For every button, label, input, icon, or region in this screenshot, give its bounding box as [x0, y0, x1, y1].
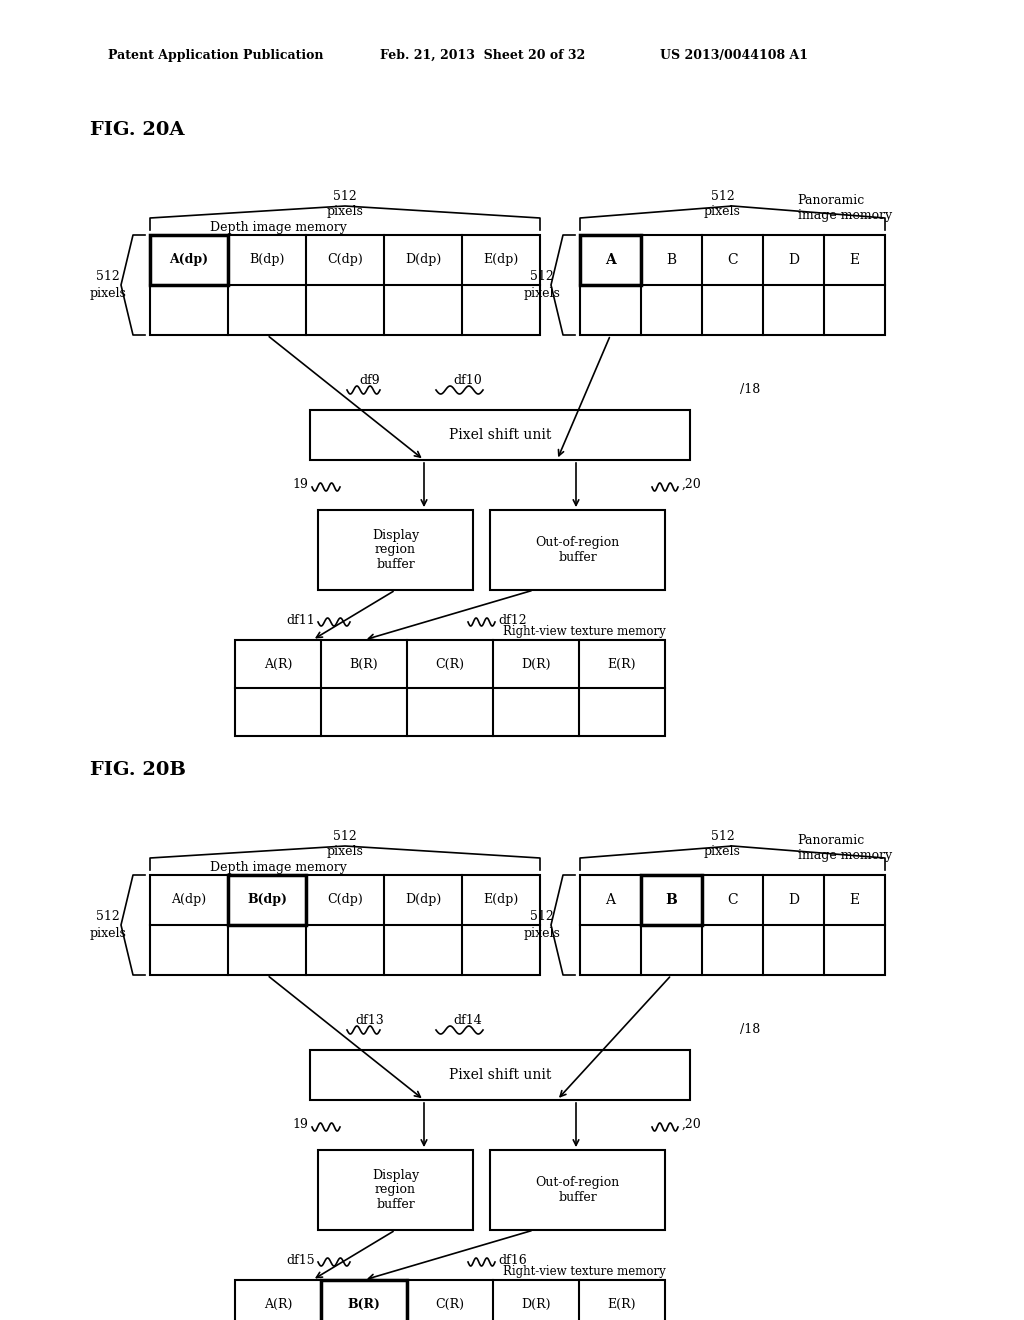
Text: Depth image memory: Depth image memory — [210, 861, 347, 874]
Text: pixels: pixels — [705, 205, 741, 218]
Text: df9: df9 — [359, 374, 380, 387]
Text: ,20: ,20 — [682, 1118, 701, 1130]
Text: 512: 512 — [333, 190, 357, 203]
Bar — [228, 875, 306, 925]
Text: Display
region
buffer: Display region buffer — [372, 1168, 419, 1212]
Text: 512: 512 — [711, 190, 734, 203]
Text: FIG. 20B: FIG. 20B — [90, 762, 186, 779]
Text: pixels: pixels — [327, 845, 364, 858]
Text: df16: df16 — [498, 1254, 526, 1266]
Text: A: A — [605, 253, 615, 267]
Text: A(dp): A(dp) — [169, 253, 209, 267]
Bar — [150, 235, 228, 285]
Text: ,20: ,20 — [682, 478, 701, 491]
Text: Feb. 21, 2013  Sheet 20 of 32: Feb. 21, 2013 Sheet 20 of 32 — [380, 49, 586, 62]
Text: Out-of-region
buffer: Out-of-region buffer — [536, 536, 620, 564]
Text: Patent Application Publication: Patent Application Publication — [108, 49, 324, 62]
Bar — [234, 1280, 665, 1320]
Text: 512: 512 — [333, 830, 357, 843]
Text: E: E — [850, 894, 859, 907]
Text: B(dp): B(dp) — [247, 894, 287, 907]
Bar — [150, 875, 540, 975]
Text: A(R): A(R) — [264, 657, 292, 671]
Text: df14: df14 — [454, 1014, 482, 1027]
Text: 512: 512 — [711, 830, 734, 843]
Text: df11: df11 — [287, 614, 315, 627]
Text: Panoramic: Panoramic — [798, 834, 864, 847]
Text: D(dp): D(dp) — [404, 894, 441, 907]
Text: C: C — [727, 253, 738, 267]
Text: Pixel shift unit: Pixel shift unit — [449, 428, 551, 442]
Text: E: E — [850, 253, 859, 267]
Text: US 2013/0044108 A1: US 2013/0044108 A1 — [660, 49, 808, 62]
Text: Right-view texture memory: Right-view texture memory — [503, 626, 666, 639]
Text: FIG. 20A: FIG. 20A — [90, 121, 184, 139]
Bar — [150, 235, 540, 335]
Bar — [310, 411, 690, 459]
Text: df15: df15 — [287, 1254, 315, 1266]
Text: A(dp): A(dp) — [171, 894, 207, 907]
Text: pixels: pixels — [89, 286, 126, 300]
Text: B: B — [666, 894, 677, 907]
Text: A(R): A(R) — [264, 1298, 292, 1311]
Text: A: A — [605, 894, 615, 907]
Text: Out-of-region
buffer: Out-of-region buffer — [536, 1176, 620, 1204]
Bar — [318, 1150, 473, 1230]
Text: Depth image memory: Depth image memory — [210, 220, 347, 234]
Text: df10: df10 — [454, 374, 482, 387]
Text: E(R): E(R) — [608, 657, 636, 671]
Text: 19: 19 — [292, 478, 308, 491]
Text: Display
region
buffer: Display region buffer — [372, 528, 419, 572]
Bar — [234, 640, 665, 737]
Text: df13: df13 — [355, 1014, 384, 1027]
Text: pixels: pixels — [523, 286, 560, 300]
Text: pixels: pixels — [705, 845, 741, 858]
Text: E(dp): E(dp) — [483, 253, 518, 267]
Bar — [580, 235, 885, 335]
Text: C: C — [727, 894, 738, 907]
Text: pixels: pixels — [327, 205, 364, 218]
Text: B(R): B(R) — [349, 657, 378, 671]
Text: C(dp): C(dp) — [327, 253, 362, 267]
Text: E(dp): E(dp) — [483, 894, 518, 907]
Text: D(R): D(R) — [521, 1298, 551, 1311]
Bar — [318, 510, 473, 590]
Text: C(R): C(R) — [435, 657, 465, 671]
Text: B(R): B(R) — [347, 1298, 381, 1311]
Text: /18: /18 — [740, 1023, 760, 1036]
Text: B(dp): B(dp) — [249, 253, 285, 267]
Text: C(R): C(R) — [435, 1298, 465, 1311]
Text: pixels: pixels — [523, 927, 560, 940]
Text: C(dp): C(dp) — [327, 894, 362, 907]
Text: /18: /18 — [740, 384, 760, 396]
Text: D: D — [788, 894, 799, 907]
Bar — [580, 235, 641, 285]
Text: 512: 512 — [530, 911, 554, 924]
Text: D(R): D(R) — [521, 657, 551, 671]
Bar — [490, 510, 665, 590]
Bar — [641, 875, 702, 925]
Text: E(R): E(R) — [608, 1298, 636, 1311]
Text: df12: df12 — [498, 614, 526, 627]
Text: D(dp): D(dp) — [404, 253, 441, 267]
Text: 512: 512 — [96, 911, 120, 924]
Text: Panoramic: Panoramic — [798, 194, 864, 207]
Text: image memory: image memory — [798, 849, 892, 862]
Text: pixels: pixels — [89, 927, 126, 940]
Bar — [310, 1049, 690, 1100]
Text: 512: 512 — [96, 271, 120, 284]
Text: Right-view texture memory: Right-view texture memory — [503, 1266, 666, 1279]
Bar — [580, 875, 885, 975]
Text: image memory: image memory — [798, 209, 892, 222]
Text: B: B — [667, 253, 677, 267]
Text: Pixel shift unit: Pixel shift unit — [449, 1068, 551, 1082]
Text: D: D — [788, 253, 799, 267]
Text: 19: 19 — [292, 1118, 308, 1130]
Bar — [321, 1280, 407, 1320]
Bar — [490, 1150, 665, 1230]
Text: 512: 512 — [530, 271, 554, 284]
